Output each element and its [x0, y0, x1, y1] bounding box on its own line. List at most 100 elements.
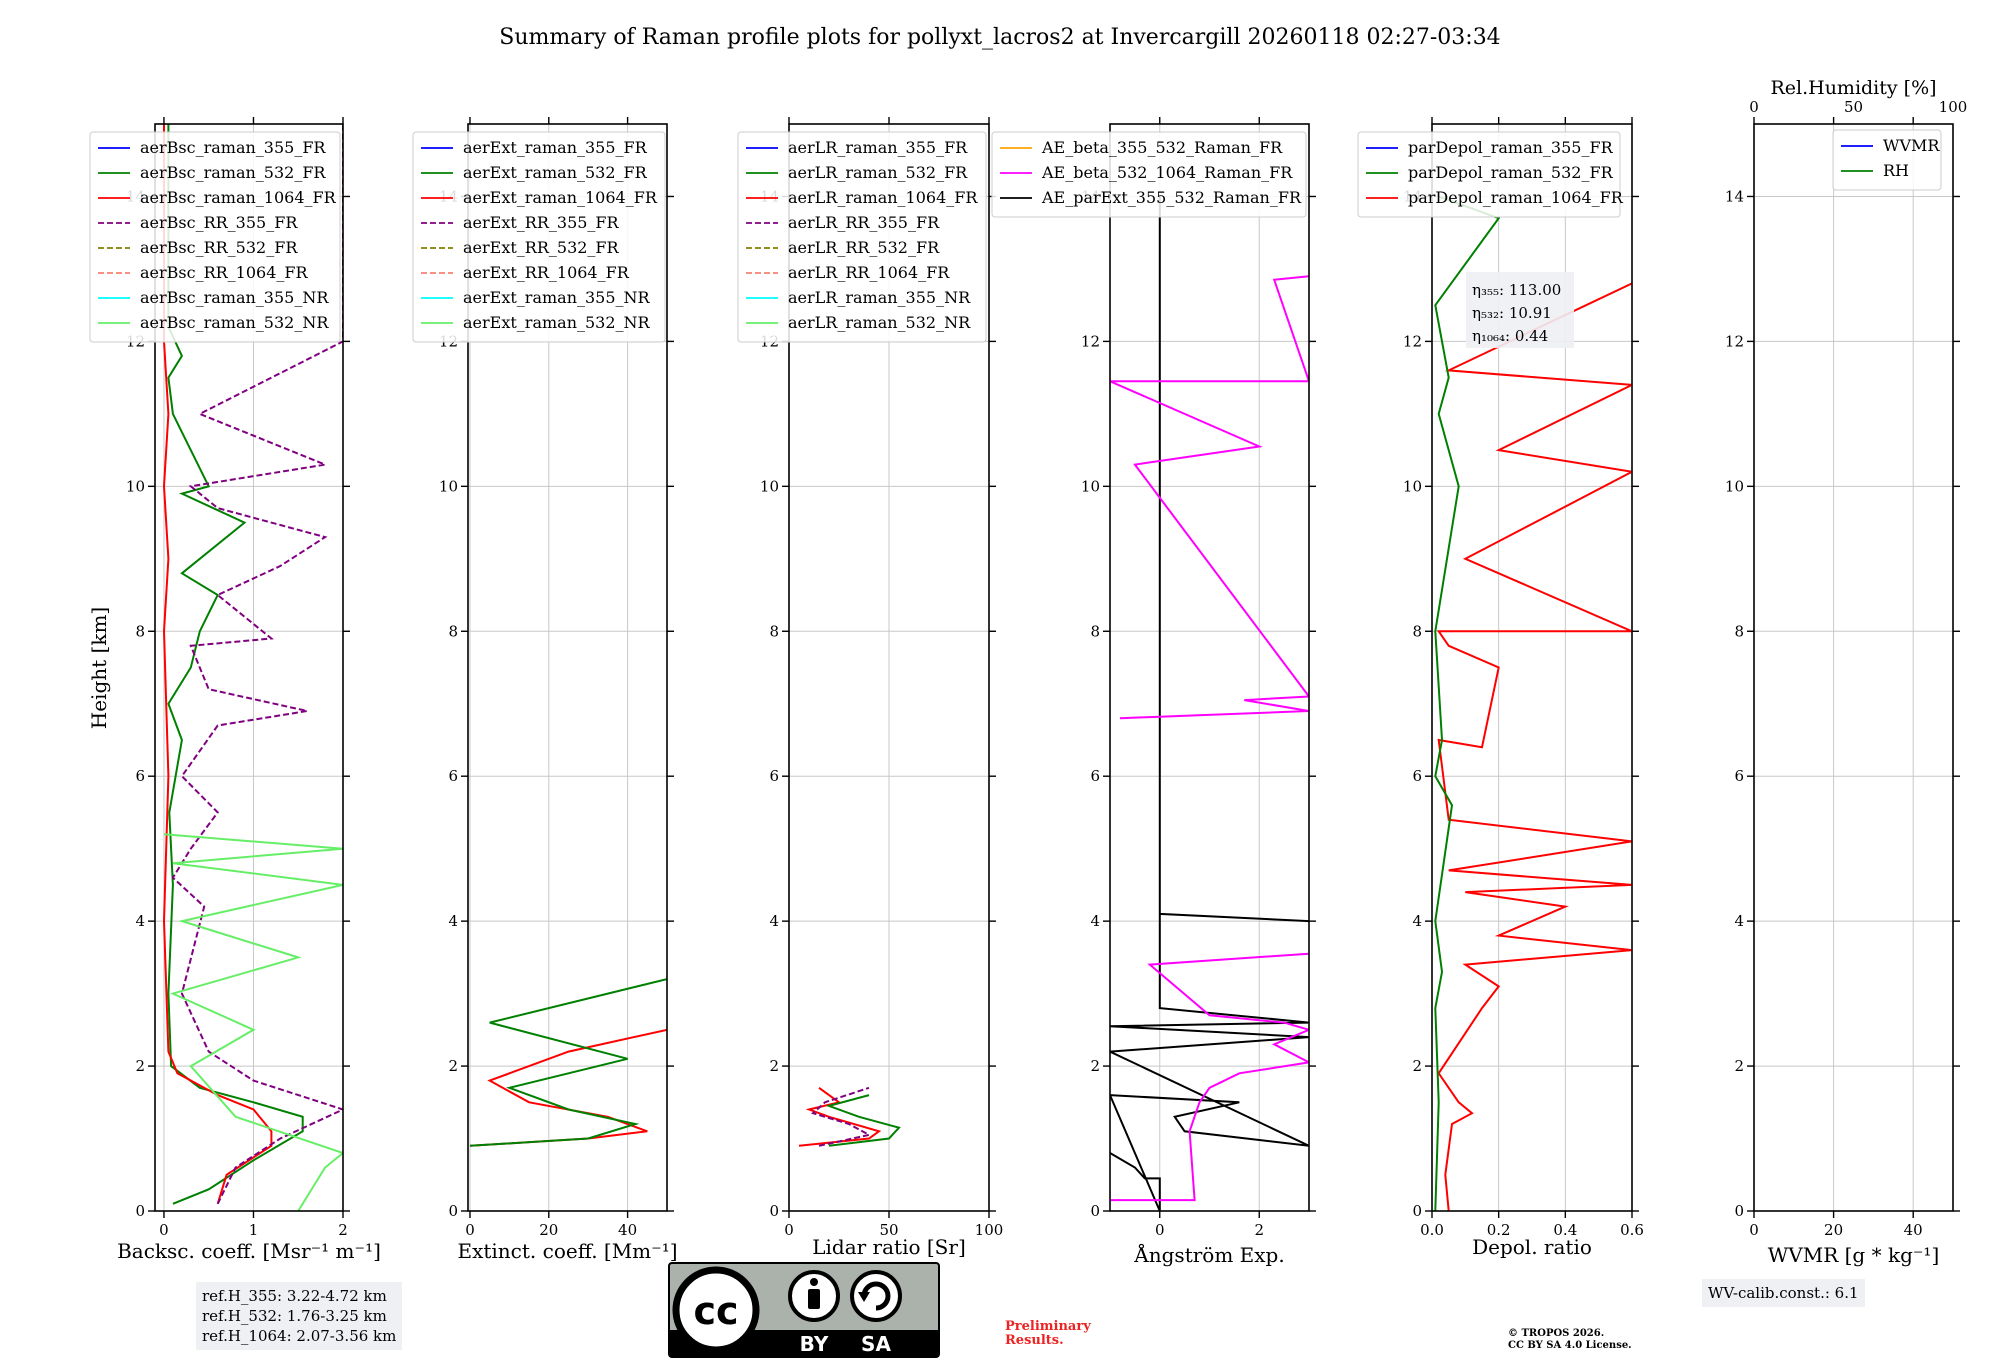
- y-tick-label: 4: [1412, 912, 1422, 930]
- preliminary-line-2: Results.: [1005, 1333, 1064, 1348]
- legend-box: [737, 131, 987, 343]
- y-tick-label: 8: [448, 622, 458, 640]
- ref-height-532: ref.H_532: 1.76-3.25 km: [202, 1307, 387, 1325]
- x-tick-label: 0: [784, 1221, 794, 1239]
- cc-logo-icon: [672, 1266, 760, 1354]
- legend-entry: aerLR_RR_355_FR: [788, 213, 940, 232]
- y-tick-label: 10: [760, 477, 779, 495]
- ref-height-1064: ref.H_1064: 2.07-3.56 km: [202, 1327, 397, 1345]
- x-axis-label: Extinct. coeff. [Mm⁻¹]: [457, 1239, 677, 1263]
- copyright-line-1: © TROPOS 2026.: [1508, 1328, 1605, 1339]
- series-line-aerBsc_raman_1064_FR: [162, 124, 273, 1205]
- y-tick-label: 4: [769, 912, 779, 930]
- legend-box: [412, 131, 666, 343]
- series-line-aerExt_raman_532_FR: [469, 978, 667, 1147]
- plot-frame: [1431, 123, 1633, 1212]
- legend: aerBsc_raman_355_FR aerBsc_raman_532_FRae…: [89, 131, 341, 343]
- legend-entry: aerBsc_raman_1064_FR: [140, 188, 337, 207]
- panel-angstrom: 0246810121402Ångström Exp.AE_beta_355_53…: [991, 117, 1316, 1267]
- eta-annotation: η₃₅₅: 113.00 η₅₃₂: 10.91 η₁₀₆₄: 0.44: [1466, 272, 1574, 348]
- x-tick-label: 50: [879, 1221, 898, 1239]
- y-tick-label: 10: [126, 477, 145, 495]
- x-axis-label: WVMR [g * kg⁻¹]: [1768, 1243, 1940, 1267]
- x-tick-label: 0.2: [1487, 1221, 1511, 1239]
- x-tick-label: 20: [539, 1221, 558, 1239]
- legend-entry: parDepol_raman_355_FR: [1408, 138, 1614, 157]
- y-tick-label: 8: [769, 622, 779, 640]
- y-tick-label: 0: [135, 1202, 145, 1220]
- x2-tick-label: 0: [1749, 98, 1759, 116]
- legend-entry: WVMR: [1883, 136, 1940, 155]
- y-tick-label: 4: [1734, 912, 1744, 930]
- legend-box: [991, 131, 1307, 218]
- preliminary-results-note: Preliminary Results.: [1005, 1320, 1091, 1348]
- series-line-aerLR_raman_532_FR: [825, 1094, 901, 1147]
- legend-entry: aerLR_raman_355_NR: [788, 288, 971, 307]
- x-tick-label: 0: [159, 1221, 169, 1239]
- figure-title: Summary of Raman profile plots for polly…: [499, 25, 1500, 50]
- panel-extinction: 0246810121402040Extinct. coeff. [Mm⁻¹]ae…: [412, 117, 678, 1263]
- legend-entry: aerExt_RR_532_FR: [463, 238, 620, 257]
- plot-frame: [467, 123, 668, 1212]
- legend-entry: AE_parExt_355_532_Raman_FR: [1041, 188, 1302, 207]
- y-tick-label: 10: [1403, 477, 1422, 495]
- y-tick-label: 10: [439, 477, 458, 495]
- x2-tick-label: 50: [1844, 98, 1863, 116]
- x-tick-label: 0.0: [1420, 1221, 1444, 1239]
- panel-backscatter: 02468101214012Backsc. coeff. [Msr⁻¹ m⁻¹]…: [87, 117, 381, 1263]
- series-group: [162, 124, 343, 1211]
- x-axis-label: Backsc. coeff. [Msr⁻¹ m⁻¹]: [117, 1239, 381, 1263]
- legend-entry: aerBsc_raman_532_FR: [140, 163, 326, 182]
- legend: AE_beta_355_532_Raman_FR AE_beta_532_1064…: [991, 131, 1307, 218]
- y-tick-label: 2: [135, 1057, 145, 1075]
- x-tick-label: 2: [338, 1221, 348, 1239]
- series-line-aerLR_RR_355_FR: [811, 1086, 872, 1147]
- y-tick-label: 6: [448, 767, 458, 785]
- cc-logo-text: cc: [693, 1289, 738, 1333]
- legend-box: [89, 131, 341, 343]
- y-tick-label: 8: [135, 622, 145, 640]
- y-tick-label: 2: [1090, 1057, 1100, 1075]
- y-tick-label: 6: [135, 767, 145, 785]
- x-axis-label: Lidar ratio [Sr]: [812, 1235, 966, 1259]
- eta-label: η₅₃₂: 10.91: [1472, 304, 1552, 322]
- y-tick-label: 0: [1090, 1202, 1100, 1220]
- x-axis-label: Depol. ratio: [1472, 1235, 1592, 1259]
- legend-entry: aerBsc_raman_355_NR: [140, 288, 329, 307]
- y-tick-label: 8: [1412, 622, 1422, 640]
- y-tick-label: 0: [1734, 1202, 1744, 1220]
- eta-box: [1466, 272, 1574, 348]
- legend-entry: aerLR_raman_355_FR: [788, 138, 968, 157]
- y-axis-label: Height [km]: [87, 607, 111, 729]
- legend-entry: aerLR_RR_532_FR: [788, 238, 940, 257]
- plot-frame: [1109, 123, 1310, 1212]
- legend-entry: aerLR_raman_1064_FR: [788, 188, 978, 207]
- series-line-aerBsc_RR_355_FR: [171, 124, 343, 1205]
- x-tick-label: 100: [975, 1221, 1004, 1239]
- legend-entry: aerBsc_RR_355_FR: [140, 213, 298, 232]
- eta-label: η₃₅₅: 113.00: [1472, 281, 1561, 299]
- x-tick-label: 40: [1904, 1221, 1923, 1239]
- x-tick-label: 1: [249, 1221, 259, 1239]
- y-tick-label: 8: [1090, 622, 1100, 640]
- x-tick-label: 20: [1824, 1221, 1843, 1239]
- series-group: [469, 978, 667, 1147]
- y-tick-label: 2: [1412, 1057, 1422, 1075]
- x-tick-label: 0.4: [1553, 1221, 1577, 1239]
- legend-entry: aerExt_raman_355_FR: [463, 138, 648, 157]
- legend-entry: aerLR_RR_1064_FR: [788, 263, 950, 282]
- preliminary-line-1: Preliminary: [1005, 1319, 1091, 1334]
- legend-box: [1357, 131, 1621, 218]
- x-tick-label: 0: [1749, 1221, 1759, 1239]
- legend-entry: aerBsc_RR_1064_FR: [140, 263, 309, 282]
- wv-calibration-box: WV-calib.const.: 6.1: [1702, 1279, 1865, 1307]
- x2-tick-label: 100: [1939, 98, 1968, 116]
- x-tick-label: 0.6: [1620, 1221, 1644, 1239]
- x2-axis-label: Rel.Humidity [%]: [1770, 77, 1936, 99]
- y-tick-label: 2: [1734, 1057, 1744, 1075]
- y-tick-label: 6: [1090, 767, 1100, 785]
- y-tick-label: 6: [1734, 767, 1744, 785]
- series-line-aerExt_raman_1064_FR: [469, 1028, 667, 1147]
